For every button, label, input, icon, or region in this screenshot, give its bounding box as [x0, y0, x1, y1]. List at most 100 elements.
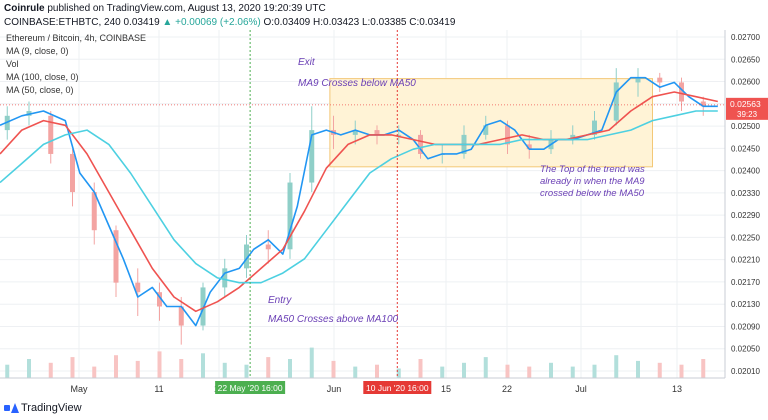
volume-bar [27, 359, 31, 378]
volume-bar [396, 368, 401, 378]
volume-bar [222, 362, 227, 378]
volume-bar [614, 355, 619, 378]
current-price-bg [726, 97, 768, 120]
candle-body [700, 101, 706, 107]
y-tick-label: 0.02050 [731, 345, 760, 354]
top-note-line-1: The Top of the trend was [540, 164, 645, 175]
candle-body [613, 82, 619, 121]
candle-body [113, 230, 119, 283]
ohlc-close: C:0.03419 [409, 17, 456, 28]
volume-bar [114, 355, 118, 378]
x-tick-label: 13 [672, 384, 682, 394]
volume-bar [636, 360, 640, 378]
brand-text: TradingView [21, 402, 82, 414]
volume-bar [244, 364, 249, 378]
volume-bar [309, 347, 314, 378]
volume-bar [701, 359, 706, 378]
legend-ma50: MA (50, close, 0) [6, 85, 74, 95]
candle [157, 282, 162, 321]
x-tick-label: 15 [441, 384, 451, 394]
current-price-text: 0.02563 [730, 99, 761, 109]
volume-bar [527, 366, 532, 378]
candle-body [352, 130, 358, 135]
volume-bar [288, 359, 292, 378]
candle-body [200, 287, 206, 326]
candle-body [48, 115, 54, 154]
y-tick-label: 0.02090 [731, 322, 760, 331]
axes: 0.027000.026500.026000.025500.025000.024… [0, 30, 760, 394]
y-tick-label: 0.02450 [731, 144, 760, 153]
candle [113, 225, 119, 297]
y-tick-label: 0.02500 [731, 122, 760, 131]
volume-bar [201, 353, 205, 378]
y-tick-label: 0.02250 [731, 233, 760, 242]
candle-body [635, 77, 641, 83]
volume-bar [657, 362, 662, 378]
volume-bar [679, 364, 684, 378]
ohlc-low: L:0.03385 [361, 17, 407, 28]
candle-body [657, 77, 663, 83]
volume-bar [70, 357, 75, 378]
x-tick-label: Jun [327, 384, 342, 394]
entry-date-bg [215, 381, 286, 394]
legend-ma9: MA (9, close, 0) [6, 46, 69, 56]
last-price: 0.03419 [123, 17, 160, 28]
x-tick-label: 22 [502, 384, 512, 394]
candle-body [418, 134, 423, 154]
x-tick-label: May [70, 384, 88, 394]
volume-bar [418, 359, 423, 378]
x-tick-label: Jul [575, 384, 587, 394]
tradingview-logo-icon [4, 403, 19, 413]
exit-date-bg [363, 381, 432, 394]
candle [418, 130, 423, 159]
candle-body [265, 244, 271, 250]
x-tick-label: 11 [154, 384, 163, 394]
volume-bar [549, 362, 553, 378]
symbol-info: COINBASE:ETHBTC, 240 0.03419 ▲ +0.00069 … [4, 17, 455, 28]
moving-averages [0, 76, 718, 327]
candle [309, 106, 315, 193]
legend-title: Ethereum / Bitcoin, 4h, COINBASE [6, 33, 147, 43]
top-note-line-3: crossed below the MA50 [540, 188, 645, 199]
candle-body [592, 120, 597, 135]
volume-bar [353, 366, 358, 378]
y-tick-label: 0.02330 [731, 189, 760, 198]
up-arrow-icon: ▲ [162, 17, 173, 28]
volume-bar [331, 360, 336, 378]
bar-countdown-text: 39:23 [737, 110, 758, 119]
exit-date-text: 10 Jun '20 16:00 [366, 383, 429, 393]
candle [635, 68, 641, 97]
y-tick-label: 0.02290 [731, 211, 760, 220]
candle-body [287, 182, 293, 250]
legend-ma100: MA (100, close, 0) [6, 72, 79, 82]
volume-bar [266, 357, 271, 378]
y-tick-label: 0.02130 [731, 300, 760, 309]
y-tick-label: 0.02210 [731, 256, 760, 265]
tradingview-brand[interactable]: TradingView [4, 402, 82, 414]
y-tick-label: 0.02010 [731, 367, 760, 376]
candle [222, 258, 228, 297]
candle [70, 149, 75, 207]
exit-date-label: 10 Jun '20 16:00 [363, 381, 432, 394]
top-note-line-2: already in when the MA9 [540, 176, 645, 187]
candle [657, 72, 663, 92]
volume-bars [5, 347, 706, 378]
candle [396, 125, 402, 145]
y-tick-label: 0.02600 [731, 78, 760, 87]
exit-title: Exit [298, 57, 316, 68]
legend-vol: Vol [6, 59, 19, 69]
candle [613, 68, 619, 126]
candle [265, 230, 271, 264]
candlesticks [4, 68, 706, 345]
candle [135, 268, 141, 317]
ohlc-open: O:0.03409 [263, 17, 311, 28]
entry-date-text: 22 May '20 16:00 [218, 383, 283, 393]
candle-body [396, 134, 402, 136]
candle-body [244, 244, 249, 269]
candle-body [526, 144, 532, 150]
publisher-name: Coinrule [4, 3, 45, 14]
candle-body [178, 306, 184, 326]
volume-bar [592, 364, 597, 378]
